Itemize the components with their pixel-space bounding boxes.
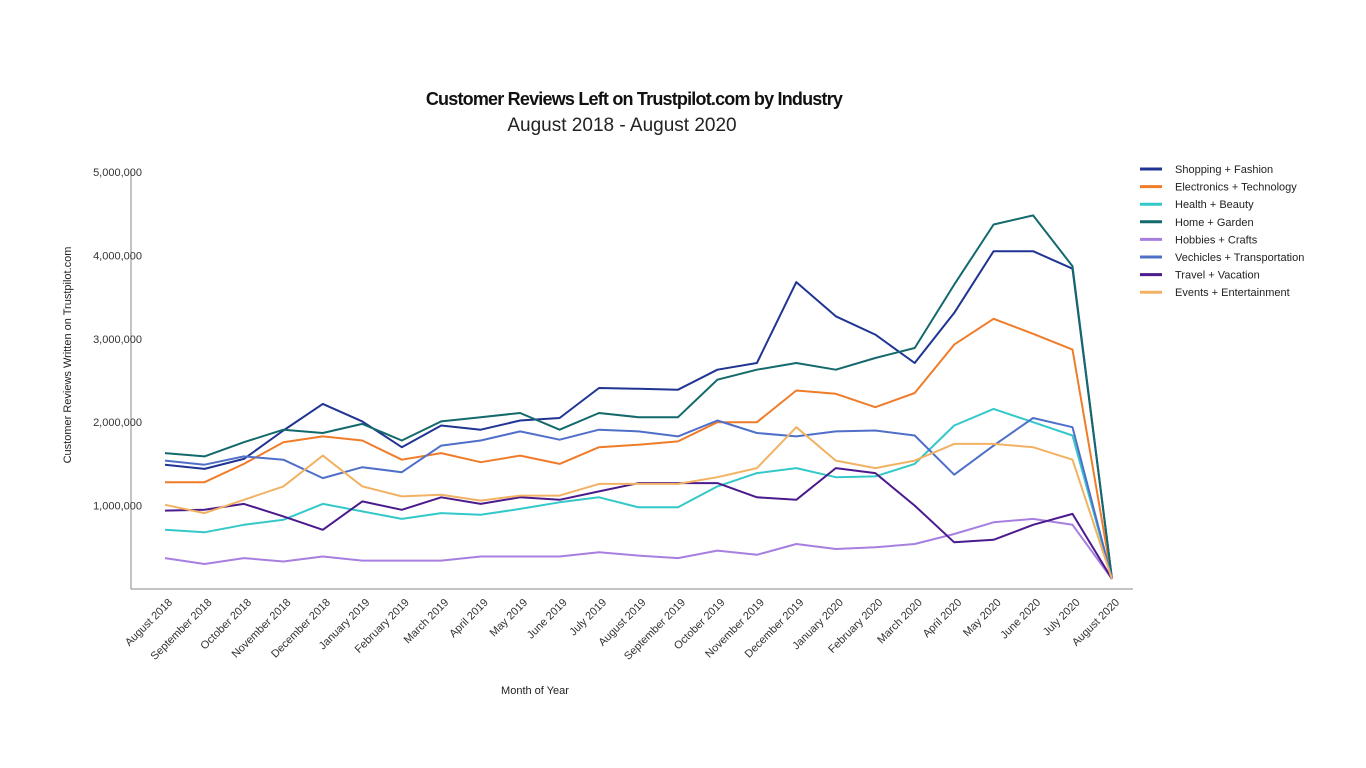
legend-label: Health + Beauty [1175, 199, 1254, 211]
y-tick-label: 5,000,000 [93, 167, 142, 179]
series-line-2 [165, 317, 1113, 580]
y-tick-label: 2,000,000 [93, 417, 142, 429]
x-tick-label: July 2020 [1041, 597, 1083, 639]
legend-item: Shopping + Fashion [1140, 164, 1273, 176]
series-line-8 [164, 426, 1113, 580]
x-tick-label: April 2020 [921, 597, 965, 641]
legend-item: Hobbies + Crafts [1140, 234, 1258, 246]
series-line-6 [164, 417, 1113, 580]
y-tick-label: 4,000,000 [93, 250, 142, 262]
series-line-4 [164, 214, 1113, 580]
x-tick-label: June 2020 [998, 597, 1043, 642]
y-tick-label: 3,000,000 [93, 334, 142, 346]
x-tick-label: April 2019 [447, 597, 491, 641]
legend-item: Electronics + Technology [1140, 182, 1297, 194]
series-line-5 [164, 517, 1113, 580]
series-line-3 [164, 407, 1113, 580]
y-axis-label: Customer Reviews Written on Trustpilot.c… [62, 247, 74, 464]
legend-label: Vechicles + Transportation [1175, 252, 1304, 264]
legend-item: Events + Entertainment [1140, 287, 1290, 299]
chart-subtitle: August 2018 - August 2020 [507, 115, 736, 136]
x-axis-label: Month of Year [501, 685, 569, 697]
legend-item: Vechicles + Transportation [1140, 252, 1304, 264]
legend-item: Home + Garden [1140, 217, 1254, 229]
legend-label: Hobbies + Crafts [1175, 234, 1258, 246]
chart-title: Customer Reviews Left on Trustpilot.com … [426, 89, 843, 109]
legend-label: Electronics + Technology [1175, 182, 1297, 194]
y-tick-label: 1,000,000 [93, 501, 142, 513]
legend-label: Events + Entertainment [1175, 287, 1290, 299]
legend-item: Health + Beauty [1140, 199, 1254, 211]
legend-label: Travel + Vacation [1175, 270, 1260, 282]
legend-item: Travel + Vacation [1140, 270, 1260, 282]
series-line-1 [164, 250, 1113, 580]
legend-label: Home + Garden [1175, 217, 1254, 229]
x-tick-label: June 2019 [525, 597, 570, 642]
x-tick-label: July 2019 [567, 597, 609, 639]
legend-label: Shopping + Fashion [1175, 164, 1273, 176]
